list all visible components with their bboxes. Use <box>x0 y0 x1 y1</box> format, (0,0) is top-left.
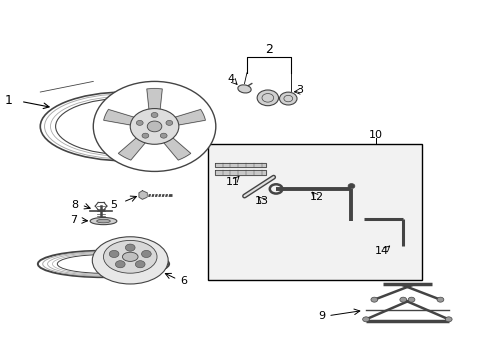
Circle shape <box>93 81 215 171</box>
Text: 10: 10 <box>368 130 382 140</box>
Circle shape <box>347 184 354 189</box>
Text: 8: 8 <box>72 200 79 210</box>
Text: 3: 3 <box>296 85 303 95</box>
Circle shape <box>399 297 406 302</box>
Ellipse shape <box>92 237 168 284</box>
Polygon shape <box>139 191 147 199</box>
Bar <box>207 144 421 280</box>
Polygon shape <box>215 170 266 175</box>
Text: 9: 9 <box>317 311 324 321</box>
Circle shape <box>136 120 143 125</box>
Circle shape <box>370 297 377 302</box>
Circle shape <box>445 317 451 322</box>
Circle shape <box>109 251 119 257</box>
Circle shape <box>125 244 135 251</box>
Text: 13: 13 <box>254 197 268 206</box>
Text: 4: 4 <box>227 74 234 84</box>
Circle shape <box>436 297 443 302</box>
Circle shape <box>362 317 369 322</box>
Circle shape <box>147 121 162 132</box>
Text: 11: 11 <box>225 177 239 187</box>
Circle shape <box>130 109 179 144</box>
Circle shape <box>279 92 296 105</box>
Circle shape <box>142 133 148 138</box>
Text: 14: 14 <box>374 246 388 256</box>
Text: 1: 1 <box>5 94 13 107</box>
Polygon shape <box>215 163 266 167</box>
Polygon shape <box>118 137 146 160</box>
Ellipse shape <box>237 85 251 93</box>
Circle shape <box>115 261 125 268</box>
Ellipse shape <box>103 240 157 273</box>
Circle shape <box>407 297 414 302</box>
Ellipse shape <box>90 217 117 225</box>
Text: 7: 7 <box>70 215 77 225</box>
Polygon shape <box>146 89 162 111</box>
Circle shape <box>141 251 151 257</box>
Polygon shape <box>163 137 190 160</box>
Polygon shape <box>103 109 136 125</box>
Text: 12: 12 <box>309 192 323 202</box>
Text: 6: 6 <box>180 276 187 286</box>
Text: 2: 2 <box>264 43 272 56</box>
Circle shape <box>160 133 167 138</box>
Circle shape <box>135 261 145 268</box>
Circle shape <box>257 90 278 106</box>
Polygon shape <box>173 109 205 125</box>
Circle shape <box>165 120 172 125</box>
Ellipse shape <box>97 219 110 223</box>
Circle shape <box>151 112 158 117</box>
Ellipse shape <box>122 252 138 261</box>
Text: 5: 5 <box>109 200 117 210</box>
